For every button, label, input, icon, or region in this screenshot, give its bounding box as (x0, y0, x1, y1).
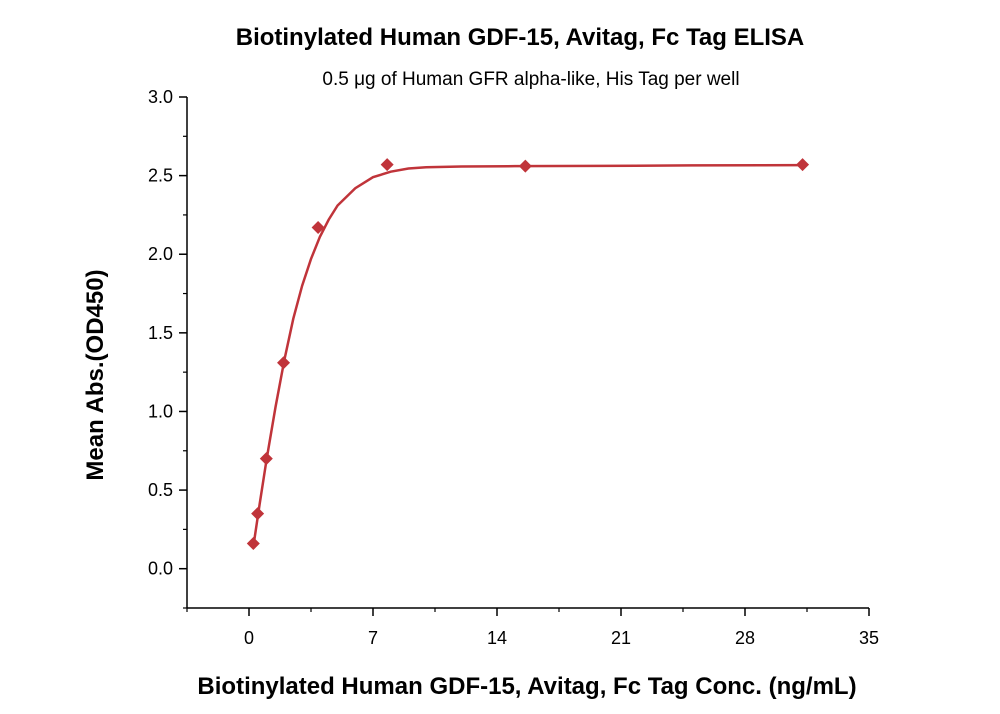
y-ticks: 0.0 0.5 1.0 1.5 2.0 2.5 3.0 (148, 87, 187, 609)
data-point (251, 507, 265, 521)
x-ticks: 0 7 14 21 28 35 (186, 608, 879, 648)
y-tick-label: 1.5 (148, 323, 173, 343)
x-tick-label: 7 (368, 628, 378, 648)
data-markers (246, 158, 810, 551)
x-tick-label: 28 (735, 628, 755, 648)
chart-title: Biotinylated Human GDF-15, Avitag, Fc Ta… (236, 24, 805, 51)
y-tick-label: 3.0 (148, 87, 173, 107)
y-tick-label: 0.0 (148, 559, 173, 579)
fit-curve (252, 163, 803, 547)
y-tick-label: 2.5 (148, 166, 173, 186)
data-point (246, 537, 260, 551)
x-axis-label: Biotinylated Human GDF-15, Avitag, Fc Ta… (197, 673, 856, 700)
data-point (518, 159, 532, 173)
y-tick-label: 2.0 (148, 244, 173, 264)
y-tick-label: 1.0 (148, 401, 173, 421)
y-axis-label: Mean Abs.(OD450) (82, 269, 109, 480)
x-tick-label: 0 (244, 628, 254, 648)
axes: 0.0 0.5 1.0 1.5 2.0 2.5 3.0 0 7 14 21 28 35 (148, 87, 879, 648)
data-point (796, 158, 810, 172)
plot-area (246, 158, 810, 551)
data-point (311, 221, 325, 234)
data-point (380, 158, 394, 172)
x-tick-label: 35 (859, 628, 879, 648)
x-tick-label: 14 (487, 628, 507, 648)
y-tick-label: 0.5 (148, 480, 173, 500)
data-point (259, 452, 273, 466)
chart-subtitle: 0.5 μg of Human GFR alpha-like, His Tag … (322, 69, 739, 90)
data-point (277, 356, 291, 370)
x-tick-label: 21 (611, 628, 631, 648)
